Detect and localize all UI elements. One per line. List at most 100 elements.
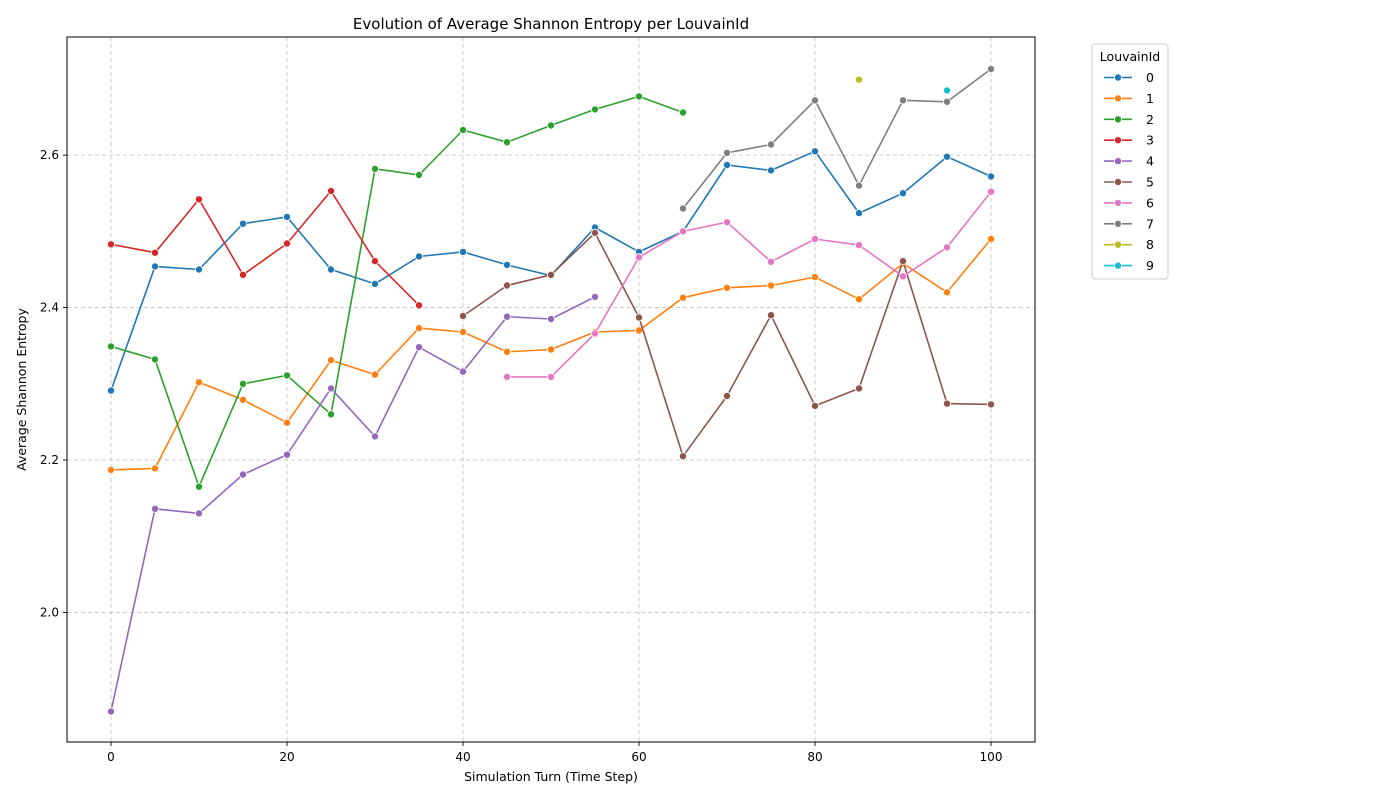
data-point (458, 327, 467, 336)
legend-label: 0 (1146, 70, 1154, 85)
legend-items: 0 1 2 3 4 5 6 7 8 9 (1104, 70, 1154, 273)
data-point (855, 295, 864, 304)
data-point (502, 347, 511, 356)
series-line (110, 296, 596, 712)
series-3 (107, 186, 423, 310)
data-point (767, 140, 776, 149)
y-tick-label: 2.0 (40, 605, 59, 619)
data-point (679, 452, 688, 461)
series-6 (502, 187, 996, 381)
series-9 (943, 86, 952, 95)
legend-title: LouvainId (1100, 49, 1160, 64)
data-point (282, 212, 291, 221)
legend-item: 1 (1104, 91, 1154, 106)
data-point (591, 228, 600, 237)
series-7 (679, 65, 996, 213)
data-point (943, 152, 952, 161)
data-point (458, 247, 467, 256)
data-point (723, 160, 732, 169)
data-point (811, 234, 820, 243)
legend-marker (1114, 136, 1123, 145)
data-point (150, 248, 159, 257)
data-point (458, 367, 467, 376)
legend: LouvainId 0 1 2 3 4 5 6 7 8 9 (1091, 43, 1169, 280)
series-2 (107, 92, 688, 491)
data-point (282, 239, 291, 248)
legend-marker (1114, 177, 1123, 186)
data-point (238, 219, 247, 228)
data-point (987, 172, 996, 181)
x-tick-label: 20 (279, 750, 294, 764)
data-point (591, 105, 600, 114)
chart-title: Evolution of Average Shannon Entropy per… (353, 15, 749, 33)
data-point (238, 379, 247, 388)
legend-label: 8 (1146, 237, 1154, 252)
data-point (987, 234, 996, 243)
y-tick-label: 2.4 (40, 301, 59, 315)
legend-label: 1 (1146, 91, 1154, 106)
data-point (987, 65, 996, 74)
data-point (502, 312, 511, 321)
legend-label: 5 (1146, 175, 1154, 190)
data-point (547, 121, 556, 130)
data-point (855, 209, 864, 218)
data-point (502, 138, 511, 147)
data-point (723, 218, 732, 227)
data-point (679, 293, 688, 302)
data-point (238, 270, 247, 279)
x-tick-label: 60 (631, 750, 646, 764)
data-point (547, 314, 556, 323)
x-tick-label: 0 (107, 750, 115, 764)
y-axis-label: Average Shannon Entropy (14, 308, 29, 471)
data-point (194, 482, 203, 491)
data-point (326, 186, 335, 195)
data-point (194, 378, 203, 387)
data-point (943, 288, 952, 297)
data-point (326, 410, 335, 419)
plot-frame (66, 36, 1036, 743)
data-point (723, 391, 732, 400)
y-axis: 2.0 2.2 2.4 2.6 (40, 148, 67, 619)
data-point (370, 164, 379, 173)
data-point (987, 400, 996, 409)
data-point (723, 148, 732, 157)
data-point (502, 281, 511, 290)
x-tick-label: 100 (980, 750, 1003, 764)
data-point (107, 342, 116, 351)
legend-marker (1114, 240, 1123, 249)
legend-label: 7 (1146, 216, 1154, 231)
data-point (282, 418, 291, 427)
data-point (943, 97, 952, 106)
data-point (194, 509, 203, 518)
y-tick-label: 2.6 (40, 148, 59, 162)
data-point (987, 187, 996, 196)
legend-item: 8 (1104, 237, 1154, 252)
legend-marker (1114, 261, 1123, 270)
data-point (107, 386, 116, 395)
data-point (458, 126, 467, 135)
data-point (150, 355, 159, 364)
data-point (107, 465, 116, 474)
data-point (679, 227, 688, 236)
data-point (899, 189, 908, 198)
data-point (767, 281, 776, 290)
legend-marker (1114, 219, 1123, 228)
legend-label: 9 (1146, 258, 1154, 273)
data-point (767, 166, 776, 175)
series-layer (107, 65, 996, 716)
x-axis-label: Simulation Turn (Time Step) (464, 769, 638, 784)
series-line (462, 232, 992, 458)
data-point (194, 195, 203, 204)
data-point (370, 432, 379, 441)
data-point (899, 272, 908, 281)
data-point (282, 450, 291, 459)
data-point (238, 470, 247, 479)
data-point (767, 257, 776, 266)
y-tick-label: 2.2 (40, 453, 59, 467)
legend-item: 0 (1104, 70, 1154, 85)
data-point (326, 356, 335, 365)
data-point (326, 384, 335, 393)
x-tick-label: 40 (455, 750, 470, 764)
data-point (635, 92, 644, 101)
